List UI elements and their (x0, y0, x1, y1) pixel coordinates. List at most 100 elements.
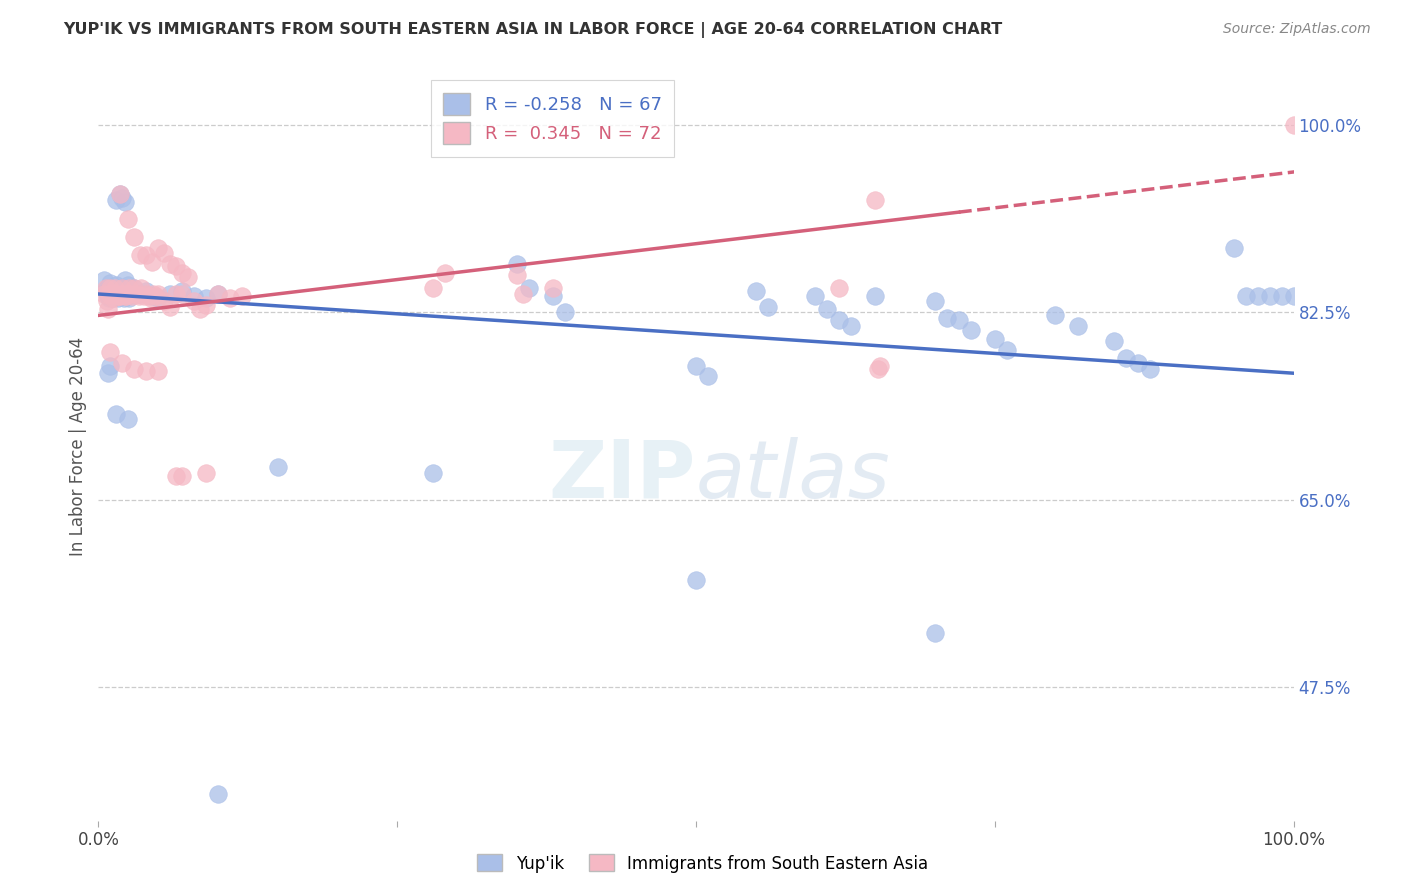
Point (984, 332, 1007, 346)
Point (98, 359, 122, 373)
Point (124, 362, 146, 376)
Point (866, 362, 889, 376)
Point (93, 273, 115, 287)
Point (117, 287, 139, 301)
Point (103, 284, 125, 298)
Point (104, 280, 127, 294)
Point (1067, 319, 1090, 334)
Point (105, 278, 128, 293)
Y-axis label: In Labor Force | Age 20-64: In Labor Force | Age 20-64 (69, 336, 87, 556)
Point (960, 323, 983, 337)
Point (114, 273, 136, 287)
Point (94, 280, 117, 294)
Point (112, 291, 135, 305)
Point (172, 469, 194, 483)
Point (93, 287, 115, 301)
Point (1043, 309, 1066, 323)
Point (135, 248, 157, 262)
Point (98, 344, 122, 359)
Point (148, 287, 170, 301)
Point (110, 287, 132, 301)
Point (98, 277, 122, 291)
Point (685, 359, 707, 373)
Point (135, 287, 157, 301)
Point (183, 289, 205, 303)
Point (120, 284, 142, 298)
Point (869, 359, 891, 373)
Point (1104, 334, 1126, 348)
Point (105, 193, 128, 207)
Point (101, 291, 124, 305)
Point (828, 312, 851, 326)
Point (865, 193, 887, 207)
Point (207, 287, 229, 301)
Point (96, 294, 118, 309)
Point (924, 626, 946, 640)
Point (98, 291, 121, 305)
Point (219, 291, 242, 305)
Point (129, 287, 152, 301)
Point (697, 369, 720, 384)
Point (98, 280, 122, 294)
Point (101, 291, 124, 305)
Point (125, 287, 148, 301)
Point (135, 284, 157, 298)
Point (541, 280, 564, 294)
Point (517, 280, 540, 294)
Text: Source: ZipAtlas.com: Source: ZipAtlas.com (1223, 22, 1371, 37)
Point (107, 291, 129, 305)
Point (1234, 289, 1257, 303)
Point (114, 289, 136, 303)
Point (195, 466, 218, 480)
Point (100, 287, 122, 301)
Point (1139, 362, 1161, 376)
Point (177, 269, 200, 284)
Point (124, 280, 146, 294)
Point (506, 257, 529, 271)
Point (422, 466, 444, 480)
Point (114, 194, 136, 209)
Point (506, 268, 529, 282)
Point (148, 291, 170, 305)
Point (188, 301, 211, 316)
Point (115, 289, 138, 303)
Point (118, 291, 141, 305)
Point (267, 460, 290, 475)
Point (172, 284, 194, 298)
Point (124, 230, 146, 244)
Point (112, 287, 135, 301)
Point (936, 310, 959, 325)
Point (195, 291, 218, 305)
Point (815, 301, 838, 316)
Text: ZIP: ZIP (548, 437, 696, 515)
Point (995, 343, 1018, 357)
Point (165, 287, 187, 301)
Point (117, 212, 139, 227)
Point (115, 287, 138, 301)
Point (131, 280, 153, 294)
Point (554, 305, 576, 319)
Point (105, 287, 128, 301)
Point (153, 246, 176, 260)
Point (115, 289, 138, 303)
Point (148, 241, 170, 255)
Point (924, 294, 946, 309)
Point (756, 300, 779, 314)
Point (165, 259, 187, 273)
Point (828, 280, 851, 294)
Point (97, 366, 120, 380)
Point (141, 255, 163, 269)
Point (804, 289, 827, 303)
Point (103, 287, 125, 301)
Point (104, 289, 127, 303)
Point (124, 280, 146, 294)
Point (98, 287, 121, 301)
Point (207, 787, 229, 801)
Point (541, 289, 564, 303)
Point (100, 287, 122, 301)
Point (107, 289, 129, 303)
Point (148, 364, 170, 378)
Point (132, 289, 155, 303)
Text: atlas: atlas (696, 437, 891, 515)
Point (183, 294, 205, 309)
